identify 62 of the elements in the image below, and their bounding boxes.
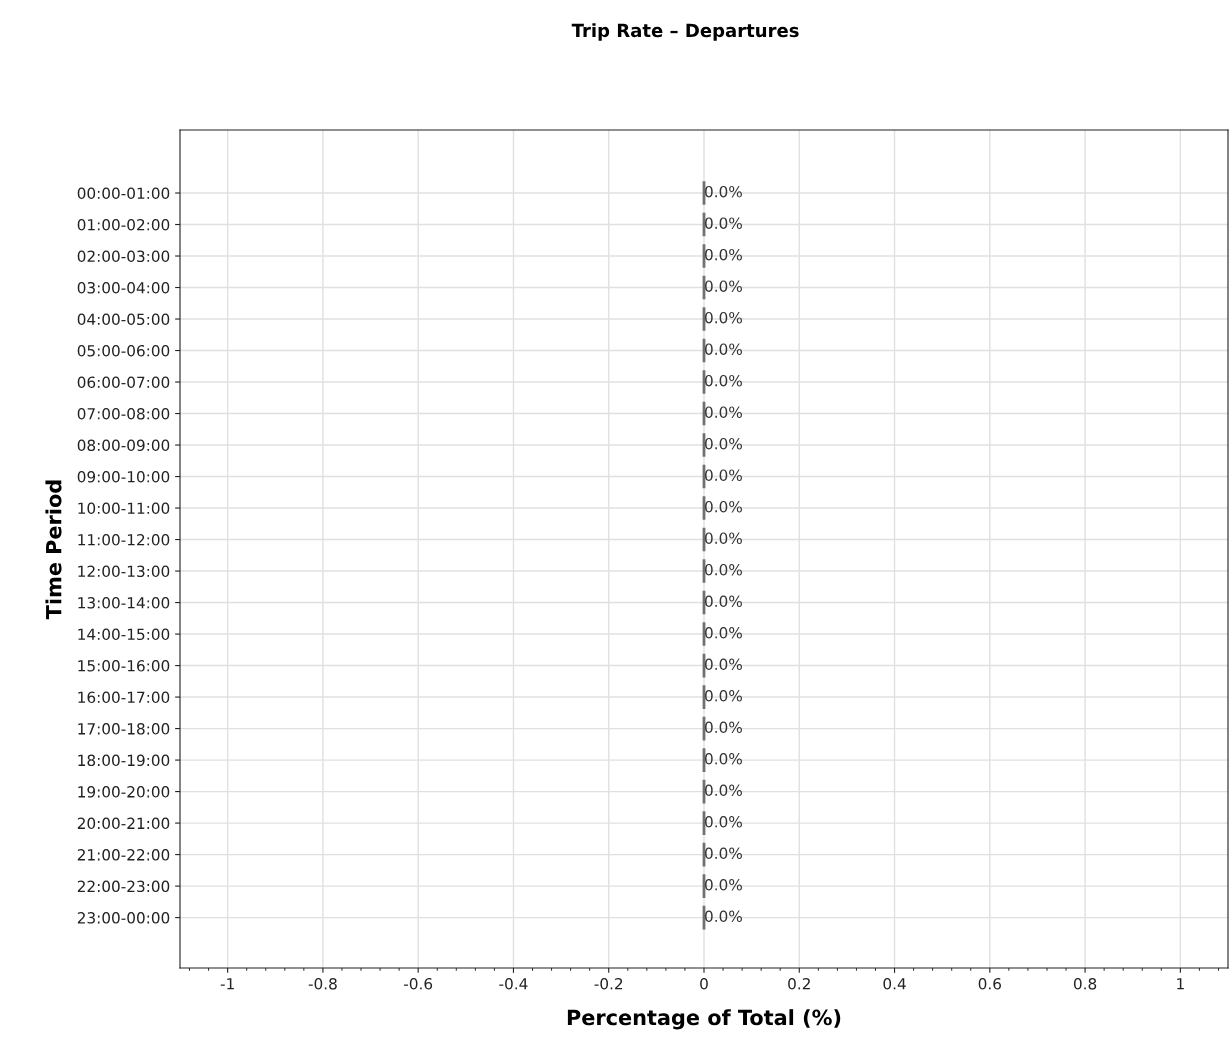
data-label: 0.0% — [705, 689, 742, 702]
x-tick-label: -1 — [220, 978, 234, 990]
x-tick-label: 0.6 — [978, 977, 1001, 990]
y-tick-label: 20:00-21:00 — [77, 817, 170, 830]
x-tick-label: -0.4 — [499, 977, 528, 990]
x-tick-label: 1 — [1177, 978, 1184, 990]
data-label: 0.0% — [705, 374, 742, 387]
y-tick-label: 12:00-13:00 — [78, 565, 170, 578]
y-tick-label: 04:00-05:00 — [77, 313, 170, 326]
y-tick-label: 02:00-03:00 — [77, 250, 170, 263]
y-tick-label: 22:00-23:00 — [77, 880, 170, 893]
y-tick-label: 18:00-19:00 — [78, 754, 170, 767]
data-label: 0.0% — [705, 658, 742, 670]
y-tick-label: 23:00-00:00 — [77, 912, 170, 924]
y-tick-label: 06:00-07:00 — [77, 376, 170, 389]
data-label: 0.0% — [705, 721, 742, 733]
y-tick-label: 21:00-22:00 — [77, 849, 170, 861]
data-label: 0.0% — [705, 815, 742, 828]
data-label: 0.0% — [705, 563, 742, 576]
data-label: 0.0% — [705, 280, 742, 292]
y-tick-label: 09:00-10:00 — [77, 471, 170, 483]
y-axis-title: Time Period — [45, 480, 62, 620]
x-tick-label: 0.4 — [883, 977, 906, 990]
data-label: 0.0% — [705, 311, 742, 324]
data-label: 0.0% — [705, 217, 742, 229]
y-tick-label: 19:00-20:00 — [78, 786, 170, 798]
y-tick-label: 05:00-06:00 — [77, 344, 170, 357]
data-label: 0.0% — [705, 847, 742, 860]
y-tick-label: 16:00-17:00 — [78, 691, 170, 704]
x-tick-label: 0.2 — [788, 977, 810, 990]
data-label: 0.0% — [705, 469, 742, 481]
y-tick-label: 07:00-08:00 — [77, 408, 170, 420]
data-label: 0.0% — [705, 406, 742, 418]
data-label: 0.0% — [705, 910, 742, 923]
data-label: 0.0% — [705, 878, 742, 891]
x-axis-title: Percentage of Total (%) — [567, 1009, 841, 1030]
y-tick-label: 03:00-04:00 — [77, 281, 170, 294]
data-label: 0.0% — [705, 343, 742, 355]
y-tick-label: 00:00-01:00 — [77, 187, 170, 200]
data-label: 0.0% — [705, 595, 742, 607]
data-label: 0.0% — [705, 248, 742, 261]
y-tick-label: 17:00-18:00 — [78, 723, 170, 735]
y-tick-label: 10:00-11:00 — [78, 502, 170, 515]
y-tick-label: 11:00-12:00 — [78, 534, 170, 546]
data-label: 0.0% — [705, 500, 742, 513]
x-tick-label: -0.2 — [594, 977, 623, 990]
y-tick-label: 08:00-09:00 — [77, 439, 170, 452]
x-tick-label: 0 — [700, 977, 708, 990]
data-label: 0.0% — [705, 752, 742, 765]
data-label: 0.0% — [705, 185, 742, 198]
y-tick-label: 14:00-15:00 — [78, 628, 170, 641]
data-label: 0.0% — [705, 784, 742, 797]
y-tick-label: 01:00-02:00 — [77, 218, 170, 231]
y-tick-label: 15:00-16:00 — [78, 660, 170, 672]
y-tick-label: 13:00-14:00 — [78, 597, 170, 609]
x-tick-label: -0.6 — [404, 977, 433, 990]
chart-title: Trip Rate – Departures — [571, 23, 799, 41]
x-tick-label: 0.8 — [1073, 977, 1097, 990]
data-label: 0.0% — [705, 437, 742, 450]
data-label: 0.0% — [705, 532, 742, 544]
x-tick-label: -0.8 — [308, 977, 337, 990]
data-label: 0.0% — [705, 626, 742, 639]
